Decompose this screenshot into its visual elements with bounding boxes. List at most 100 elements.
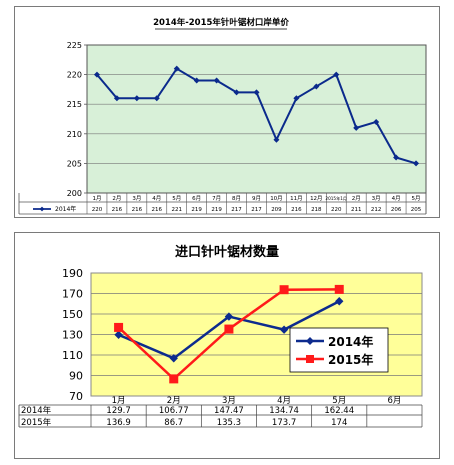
table-value: 217 xyxy=(251,207,262,213)
category-label: 5月 xyxy=(412,195,421,202)
table-value: 216 xyxy=(132,207,143,213)
data-point xyxy=(313,83,320,90)
y-tick-label: 225 xyxy=(67,41,82,50)
category-label: 5月 xyxy=(332,396,346,406)
data-point xyxy=(273,136,280,143)
legend-label-2014年: 2014年 xyxy=(328,334,373,349)
table-value: 162.44 xyxy=(324,406,354,416)
category-label: 1月 xyxy=(92,195,101,202)
data-point xyxy=(114,322,124,332)
data-point xyxy=(353,124,360,131)
y-tick-label: 110 xyxy=(62,349,83,362)
table-row-label-2014年: 2014年 xyxy=(21,405,52,416)
table-value: 147.47 xyxy=(214,406,244,416)
table-value: 216 xyxy=(112,207,123,213)
category-label: 9月 xyxy=(252,195,261,202)
data-point xyxy=(233,89,240,96)
category-label: 12月 xyxy=(310,195,323,202)
y-tick-label: 70 xyxy=(69,390,83,403)
data-point xyxy=(413,160,420,167)
category-label: 2015年1月 xyxy=(325,195,347,202)
table-value: 135.3 xyxy=(217,418,241,428)
table-value: 211 xyxy=(351,207,362,213)
table-value: 173.7 xyxy=(272,418,296,428)
category-label: 2月 xyxy=(167,396,181,406)
table-value: 129.7 xyxy=(106,406,130,416)
price-chart: 2014年-2015年针叶锯材口岸单价 200 205 210 215 220 225 1月 2… xyxy=(18,17,427,215)
legend-label-2015年: 2015年 xyxy=(328,352,373,367)
data-point xyxy=(193,77,200,84)
table-value: 134.74 xyxy=(269,406,299,416)
category-label: 4月 xyxy=(392,195,401,202)
table-value: 86.7 xyxy=(164,418,183,428)
y-tick-label: 130 xyxy=(62,329,83,342)
data-point xyxy=(393,154,400,161)
data-point xyxy=(279,285,289,295)
table-value: 220 xyxy=(331,207,342,213)
data-point xyxy=(169,374,179,384)
legend-box xyxy=(289,327,389,373)
table-value: 216 xyxy=(291,207,302,213)
price-chart-panel: 2014年-2015年针叶锯材口岸单价 200 205 210 215 220 225 1月 2… xyxy=(14,6,440,218)
category-label: 10月 xyxy=(270,195,283,202)
category-label: 1月 xyxy=(112,396,126,406)
data-point xyxy=(224,324,234,334)
category-label: 6月 xyxy=(387,396,401,406)
category-label: 3月 xyxy=(372,195,381,202)
legend-marker-2015年 xyxy=(306,355,314,363)
data-point xyxy=(335,297,344,306)
chart-title: 进口针叶锯材数量 xyxy=(175,244,279,260)
data-point xyxy=(373,118,380,125)
category-label: 3月 xyxy=(222,396,236,406)
category-label: 3月 xyxy=(132,195,141,202)
category-label: 5月 xyxy=(172,195,181,202)
y-tick-label: 90 xyxy=(69,370,83,383)
y-tick-label: 200 xyxy=(67,189,82,198)
table-row-label-2015年: 2015年 xyxy=(21,417,52,428)
y-tick-label: 215 xyxy=(67,100,82,109)
table-value: 212 xyxy=(371,207,382,213)
legend-label-2014: 2014年 xyxy=(55,205,76,213)
y-tick-label: 190 xyxy=(62,267,83,280)
data-point xyxy=(213,77,220,84)
data-point xyxy=(334,284,344,294)
data-point xyxy=(114,330,123,340)
table-value: 217 xyxy=(231,207,242,213)
y-tick-label: 220 xyxy=(67,71,82,80)
table-value: 219 xyxy=(211,207,222,213)
table-value: 220 xyxy=(92,207,103,213)
legend-marker-2014 xyxy=(39,206,45,212)
data-point xyxy=(279,325,289,334)
table-value: 136.9 xyxy=(106,418,130,428)
table-value: 216 xyxy=(152,207,163,213)
category-label: 11月 xyxy=(290,195,303,202)
y-tick-label: 150 xyxy=(62,308,83,321)
table-value: 209 xyxy=(271,207,282,213)
chart-title: 2014年-2015年针叶锯材口岸单价 xyxy=(153,17,289,28)
data-point xyxy=(133,95,140,102)
data-point xyxy=(113,95,120,102)
data-point xyxy=(293,95,300,102)
table-value: 206 xyxy=(391,207,402,213)
category-label: 2月 xyxy=(352,195,361,202)
table-value: 174 xyxy=(331,418,347,428)
category-label: 4月 xyxy=(277,396,291,406)
category-label: 4月 xyxy=(152,195,161,202)
data-point xyxy=(93,71,100,78)
volume-chart-panel: 进口针叶锯材数量 70 90 110 130 150 170 190 2014年 2015年 1月 2… xyxy=(14,232,440,459)
data-point xyxy=(253,89,260,96)
y-tick-label: 205 xyxy=(67,159,82,168)
category-label: 7月 xyxy=(212,195,221,202)
category-label: 8月 xyxy=(232,195,241,202)
y-tick-label: 170 xyxy=(62,288,83,301)
table-value: 106.77 xyxy=(159,406,189,416)
table-value: 205 xyxy=(411,207,422,213)
data-point xyxy=(333,71,340,78)
data-point xyxy=(153,95,160,102)
data-point xyxy=(169,354,178,363)
table-value: 221 xyxy=(171,207,182,213)
y-tick-label: 210 xyxy=(67,130,82,139)
data-point xyxy=(173,65,180,72)
data-point xyxy=(224,312,234,321)
